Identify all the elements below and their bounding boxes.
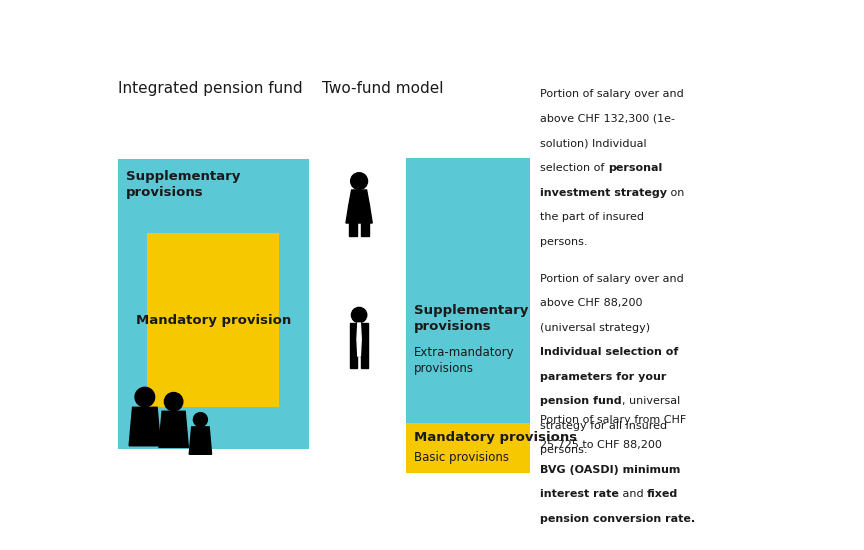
Text: Supplementary
provisions: Supplementary provisions: [126, 170, 240, 199]
Polygon shape: [361, 356, 368, 367]
Circle shape: [352, 307, 367, 323]
Polygon shape: [129, 408, 161, 446]
Text: Mandatory provision: Mandatory provision: [136, 314, 291, 327]
Text: solution) Individual: solution) Individual: [540, 139, 646, 148]
Text: Extra-mandatory
provisions: Extra-mandatory provisions: [414, 346, 515, 375]
Text: Portion of salary over and: Portion of salary over and: [540, 273, 683, 283]
Bar: [406, 424, 530, 474]
Text: on: on: [667, 188, 684, 197]
Text: above CHF 132,300 (1e-: above CHF 132,300 (1e-: [540, 114, 675, 124]
Polygon shape: [361, 223, 370, 235]
Text: Two-fund model: Two-fund model: [322, 81, 444, 96]
Text: pension conversion rate.: pension conversion rate.: [540, 514, 695, 524]
Polygon shape: [360, 323, 368, 356]
Text: (universal strategy): (universal strategy): [540, 323, 650, 333]
Text: Supplementary
provisions: Supplementary provisions: [414, 304, 529, 333]
Polygon shape: [349, 223, 357, 235]
Text: persons.: persons.: [540, 446, 588, 455]
Text: Individual selection of: Individual selection of: [540, 347, 678, 357]
Polygon shape: [346, 205, 372, 223]
Text: investment strategy: investment strategy: [540, 188, 667, 197]
Polygon shape: [159, 411, 188, 447]
Polygon shape: [349, 190, 370, 205]
Text: , universal: , universal: [621, 397, 680, 406]
Text: and: and: [619, 489, 647, 499]
Text: Basic provisions: Basic provisions: [414, 451, 509, 464]
Text: Integrated pension fund: Integrated pension fund: [118, 81, 302, 96]
Circle shape: [351, 173, 367, 190]
Text: pension fund: pension fund: [540, 397, 621, 406]
Bar: [406, 158, 530, 422]
Bar: [147, 233, 279, 407]
Text: strategy for all insured: strategy for all insured: [540, 421, 667, 431]
Polygon shape: [189, 427, 212, 454]
Text: the part of insured: the part of insured: [540, 212, 644, 222]
Text: parameters for your: parameters for your: [540, 372, 666, 382]
Text: BVG (OASDI) minimum: BVG (OASDI) minimum: [540, 465, 680, 475]
Polygon shape: [357, 323, 361, 356]
Text: personal: personal: [607, 163, 662, 173]
Polygon shape: [350, 356, 357, 367]
Text: fixed: fixed: [647, 489, 678, 499]
Circle shape: [194, 412, 207, 427]
Text: interest rate: interest rate: [540, 489, 619, 499]
Text: Portion of salary over and: Portion of salary over and: [540, 89, 683, 100]
Text: selection of: selection of: [540, 163, 607, 173]
Text: above CHF 88,200: above CHF 88,200: [540, 298, 643, 308]
Polygon shape: [350, 323, 358, 356]
Text: 25,725 to CHF 88,200: 25,725 to CHF 88,200: [540, 440, 662, 450]
Circle shape: [164, 393, 183, 411]
Text: Mandatory provisions: Mandatory provisions: [414, 431, 577, 444]
Bar: [118, 159, 309, 449]
Circle shape: [135, 387, 155, 407]
Text: Portion of salary from CHF: Portion of salary from CHF: [540, 415, 686, 425]
Text: persons.: persons.: [540, 236, 588, 246]
